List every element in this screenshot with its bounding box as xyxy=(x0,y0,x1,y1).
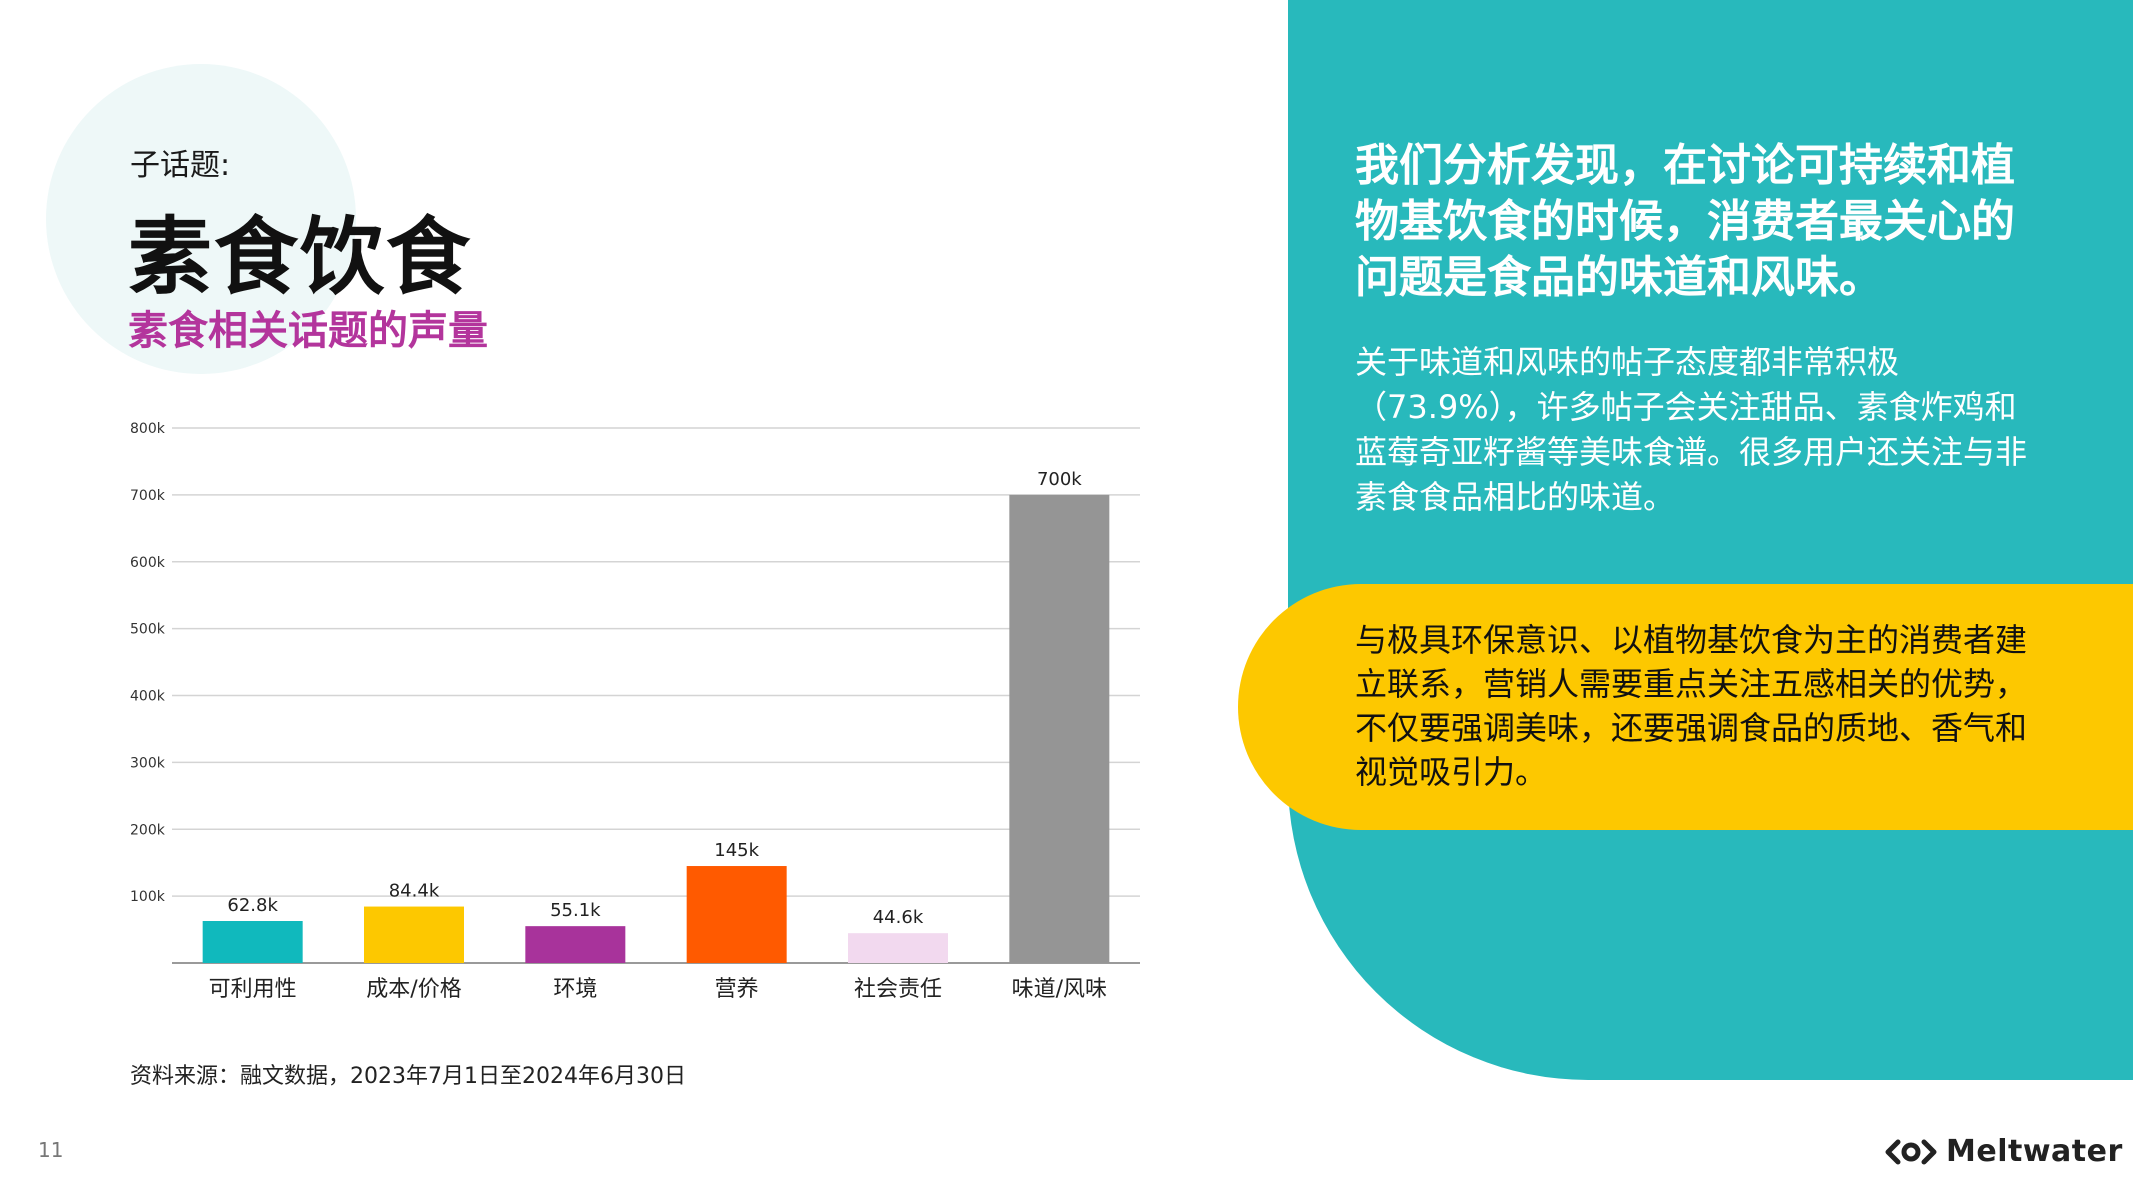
decorative-circle xyxy=(46,64,356,374)
y-tick-label: 700k xyxy=(130,488,166,504)
page-number: 11 xyxy=(38,1138,64,1162)
data-label: 700k xyxy=(1037,469,1082,490)
brand: Meltwater xyxy=(1884,1134,2123,1169)
subtopic-label: 子话题: xyxy=(130,148,231,183)
y-tick-label: 200k xyxy=(130,822,166,838)
y-tick-label: 500k xyxy=(130,622,166,638)
data-label: 62.8k xyxy=(227,895,278,916)
chart-title: 素食相关话题的声量 xyxy=(128,308,488,354)
bar xyxy=(525,926,626,963)
data-label: 145k xyxy=(714,840,759,861)
data-label: 84.4k xyxy=(389,881,440,902)
x-tick-label: 环境 xyxy=(553,977,597,1002)
y-tick-label: 300k xyxy=(130,755,166,771)
x-tick-label: 味道/风味 xyxy=(1012,977,1107,1002)
y-tick-label: 100k xyxy=(130,889,166,905)
x-tick-label: 营养 xyxy=(715,977,759,1002)
bar xyxy=(202,921,303,963)
insight-panel xyxy=(1288,0,2133,1080)
bar xyxy=(364,906,464,963)
bar-chart: 100k 200k 300k 400k 500k 600k 700k 800k 62.8k 可利用… xyxy=(130,421,1140,1002)
page-title: 素食饮食 xyxy=(128,208,473,306)
bar xyxy=(686,866,787,963)
y-tick-label: 800k xyxy=(130,421,166,437)
y-tick-label: 400k xyxy=(130,689,166,705)
x-tick-label: 社会责任 xyxy=(854,977,942,1002)
data-label: 44.6k xyxy=(873,907,924,928)
insight-body: 关于味道和风味的帖子态度都非常积极（73.9%），许多帖子会关注甜品、素食炸鸡和… xyxy=(1355,343,2028,516)
bar xyxy=(1009,494,1110,963)
brand-name: Meltwater xyxy=(1946,1134,2123,1169)
x-tick-label: 可利用性 xyxy=(209,977,297,1002)
x-tick-label: 成本/价格 xyxy=(366,977,461,1002)
callout-pill xyxy=(1238,584,2133,830)
source-note: 资料来源：融文数据，2023年7月1日至2024年6月30日 xyxy=(130,1064,686,1089)
callout-text: 与极具环保意识、以植物基饮食为主的消费者建立联系，营销人需要重点关注五感相关的优… xyxy=(1355,621,2028,791)
y-tick-label: 600k xyxy=(130,555,166,571)
bar xyxy=(848,933,948,963)
insight-headline: 我们分析发现，在讨论可持续和植物基饮食的时候，消费者最关心的问题是食品的味道和风… xyxy=(1355,140,2015,303)
meltwater-logo-icon xyxy=(1885,1139,1937,1164)
data-label: 55.1k xyxy=(550,900,601,921)
